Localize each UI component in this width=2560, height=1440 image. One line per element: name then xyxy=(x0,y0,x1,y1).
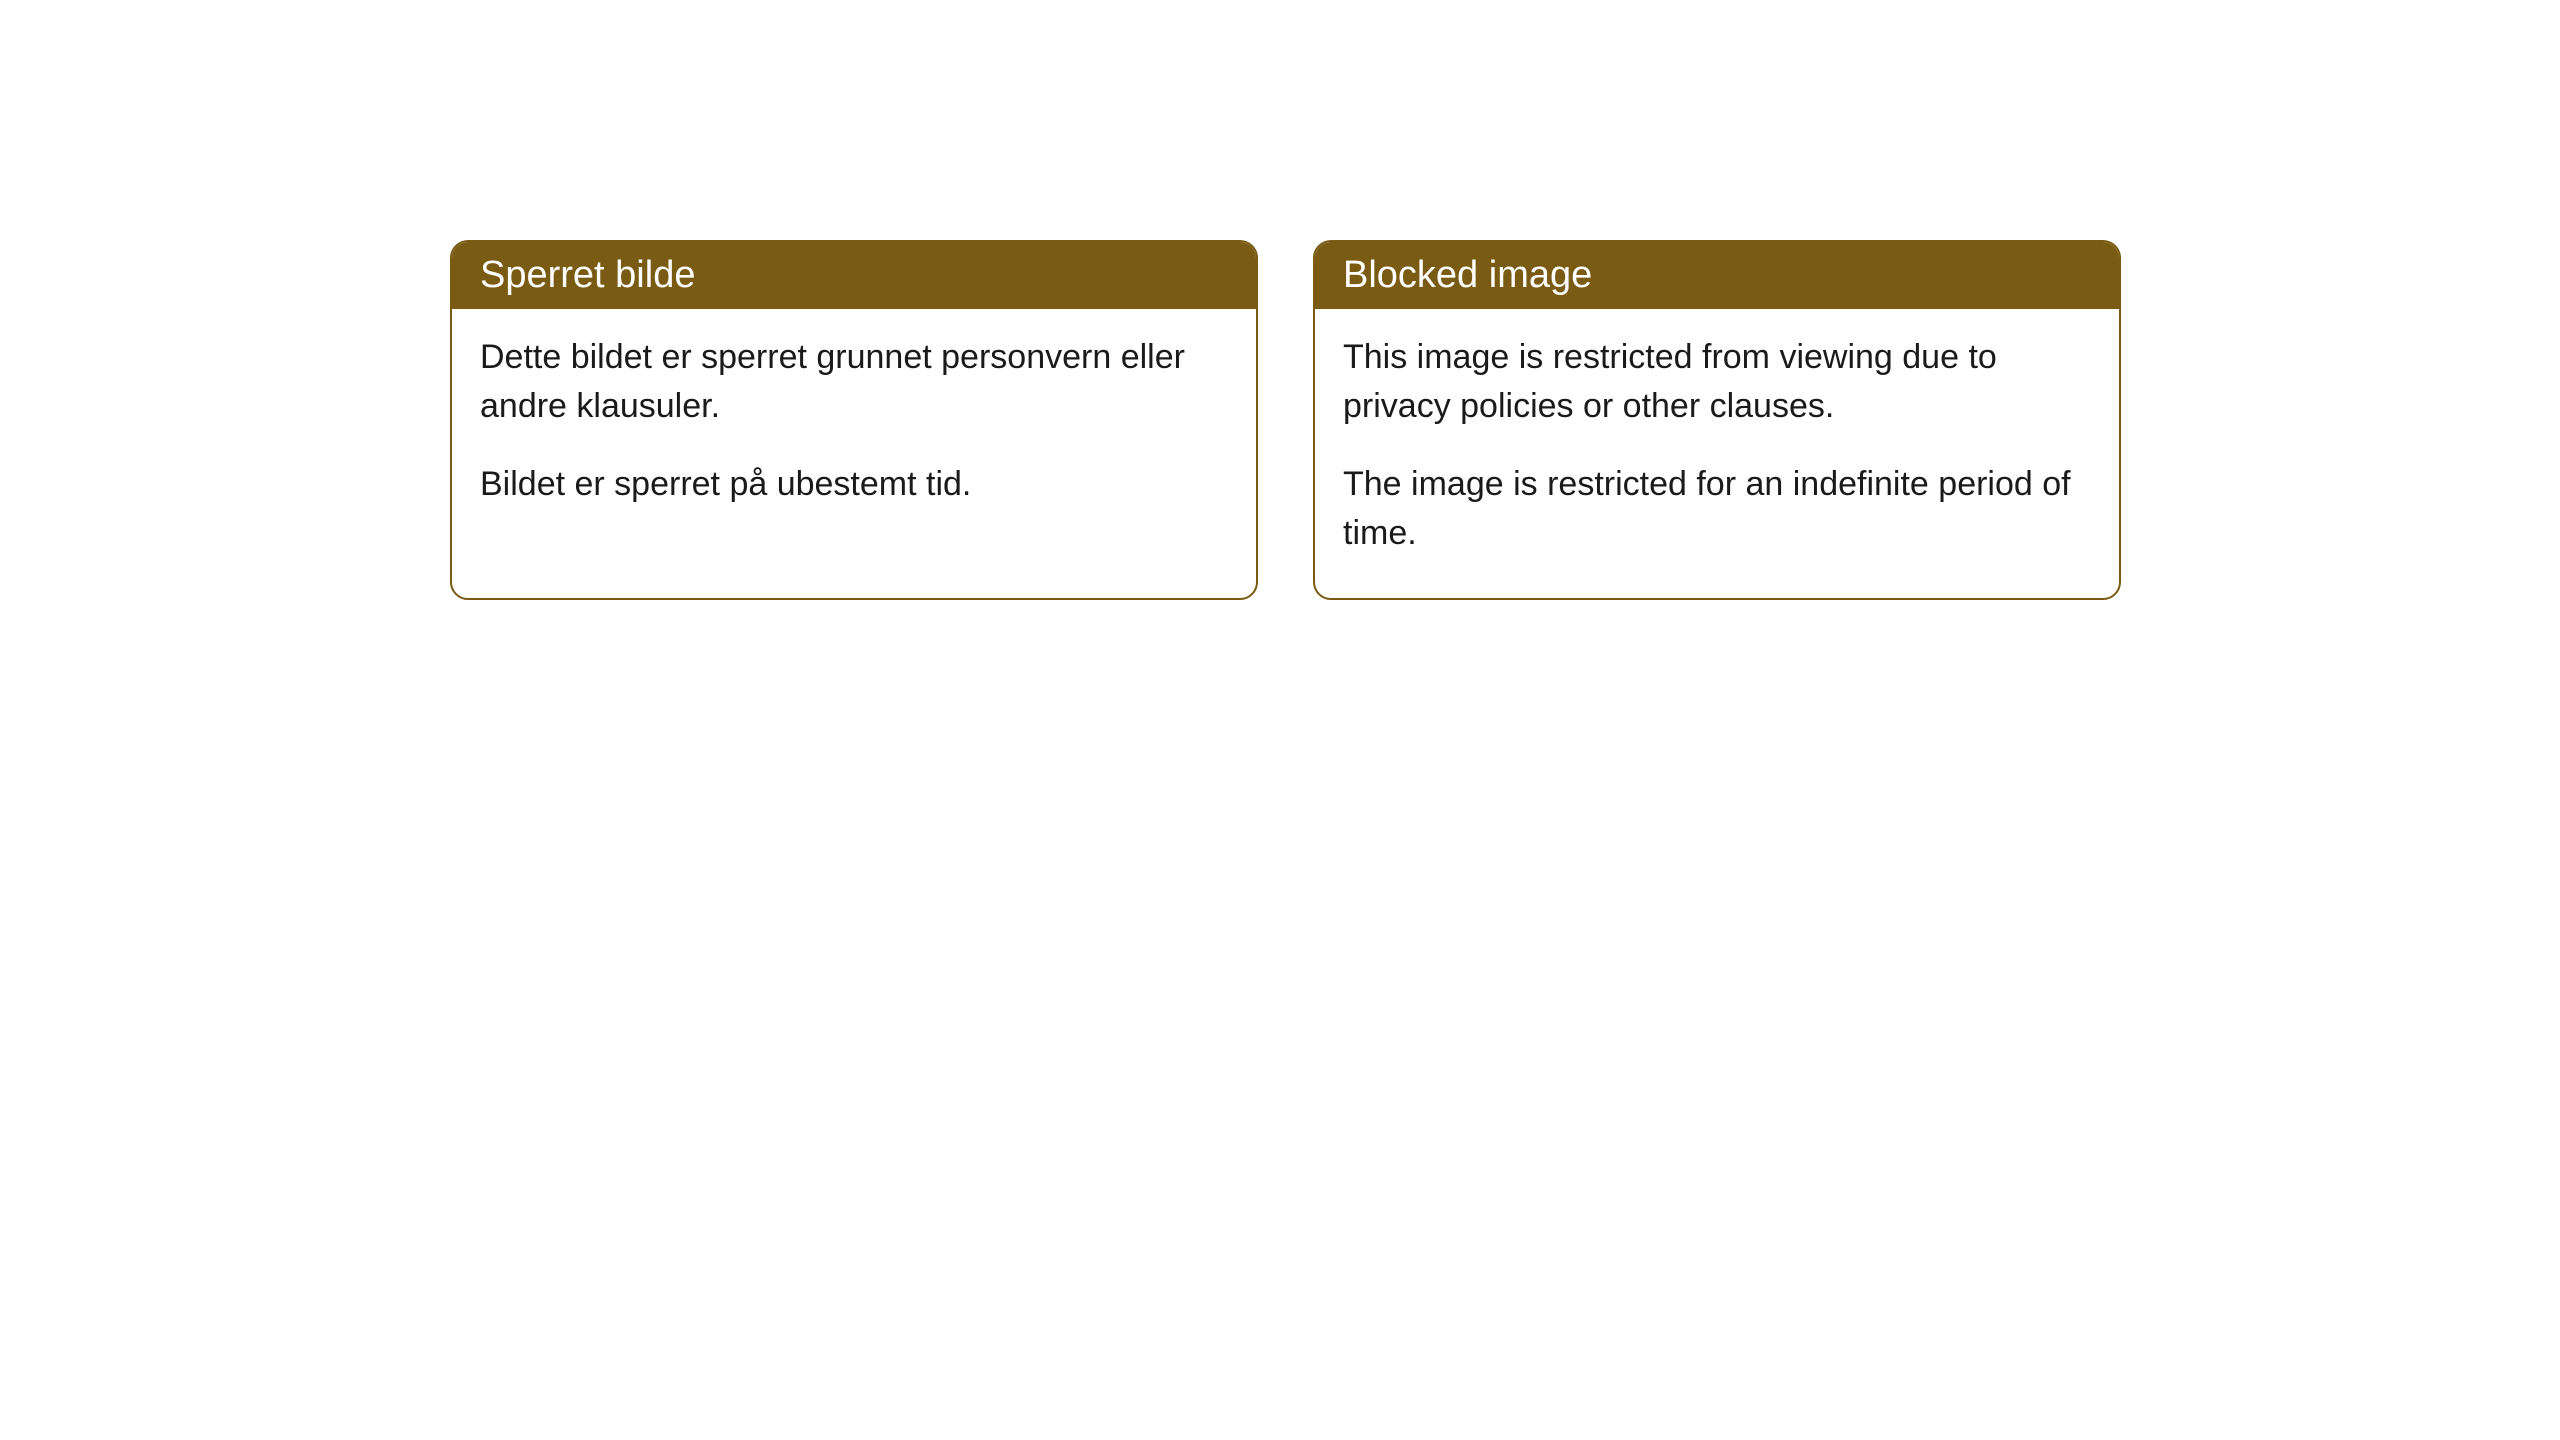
card-paragraph: Dette bildet er sperret grunnet personve… xyxy=(480,333,1228,432)
card-title: Sperret bilde xyxy=(480,254,695,296)
blocked-image-card-norwegian: Sperret bilde Dette bildet er sperret gr… xyxy=(450,240,1258,600)
card-paragraph: Bildet er sperret på ubestemt tid. xyxy=(480,460,1228,509)
card-body: This image is restricted from viewing du… xyxy=(1315,309,2119,598)
blocked-image-card-english: Blocked image This image is restricted f… xyxy=(1313,240,2121,600)
card-paragraph: This image is restricted from viewing du… xyxy=(1343,333,2091,432)
card-paragraph: The image is restricted for an indefinit… xyxy=(1343,460,2091,559)
card-header: Sperret bilde xyxy=(452,242,1256,309)
card-header: Blocked image xyxy=(1315,242,2119,309)
card-body: Dette bildet er sperret grunnet personve… xyxy=(452,309,1256,549)
notice-cards-container: Sperret bilde Dette bildet er sperret gr… xyxy=(450,240,2121,600)
card-title: Blocked image xyxy=(1343,254,1592,296)
